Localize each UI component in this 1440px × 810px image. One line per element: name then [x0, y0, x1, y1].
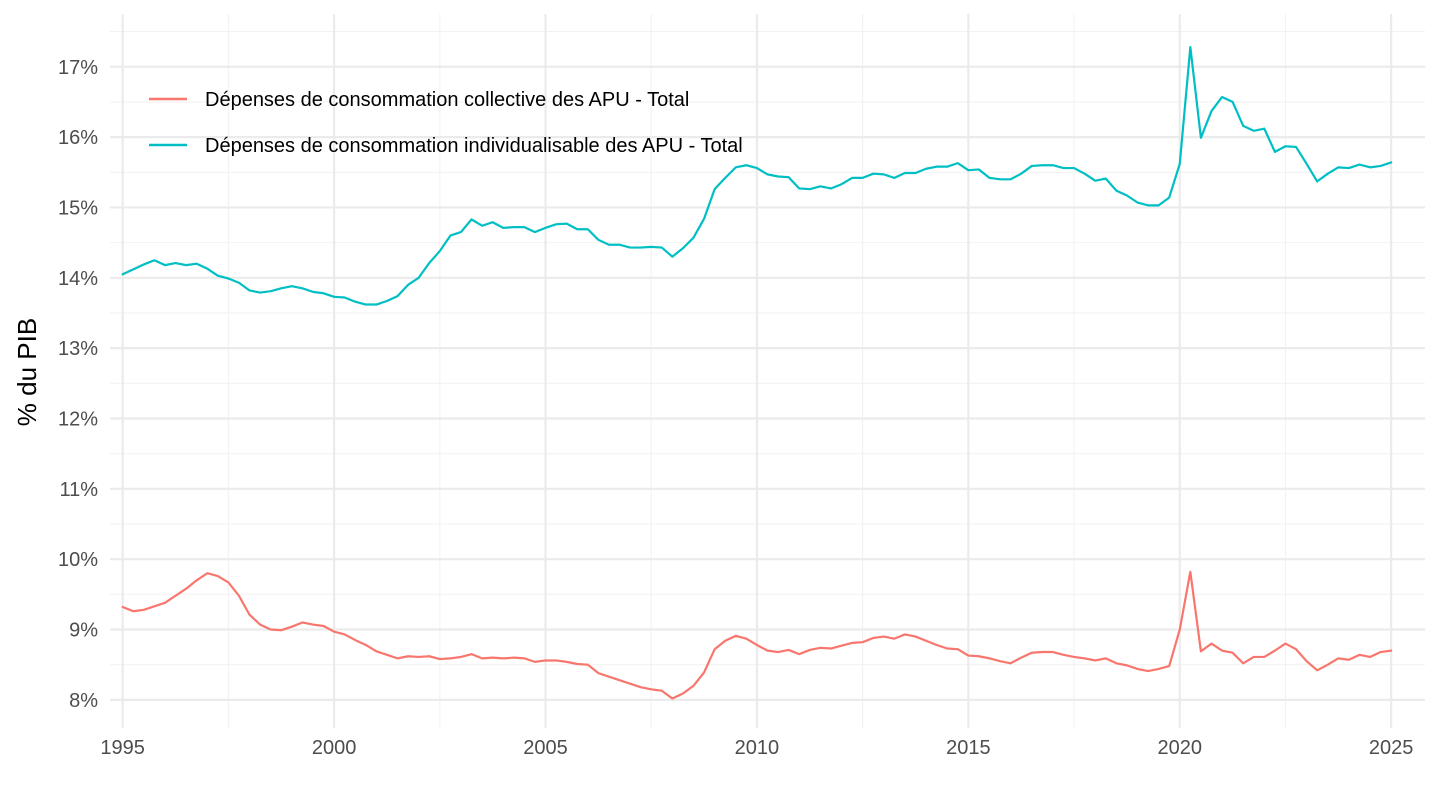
- series-line-1: [121, 570, 1393, 700]
- x-tick-label: 2025: [1369, 737, 1414, 759]
- y-tick-label: 15%: [58, 197, 98, 219]
- x-tick-label: 2010: [735, 737, 780, 759]
- y-tick-label: 8%: [69, 690, 98, 712]
- minor-gridlines: [110, 14, 1425, 728]
- y-tick-label: 16%: [58, 127, 98, 149]
- x-tick-label: 2005: [523, 737, 568, 759]
- x-axis-tick-labels: 1995 2000 2005 2010 2015 2020 2025: [100, 737, 1413, 759]
- legend: Dépenses de consommation collective des …: [149, 89, 743, 157]
- y-tick-label: 13%: [58, 338, 98, 360]
- y-tick-label: 10%: [58, 549, 98, 571]
- y-tick-label: 17%: [58, 57, 98, 79]
- y-axis-title: % du PIB: [12, 318, 42, 426]
- legend-label-2: Dépenses de consommation individualisabl…: [205, 135, 743, 157]
- series-layer: [121, 45, 1393, 700]
- y-tick-label: 12%: [58, 408, 98, 430]
- y-tick-label: 11%: [59, 479, 98, 501]
- x-tick-label: 2020: [1158, 737, 1203, 759]
- y-tick-label: 14%: [58, 268, 98, 290]
- x-tick-label: 2015: [946, 737, 991, 759]
- major-gridlines: [110, 14, 1425, 728]
- y-axis-tick-labels: 8% 9% 10% 11% 12% 13% 14% 15% 16% 17%: [58, 57, 98, 712]
- x-tick-label: 1995: [100, 737, 145, 759]
- y-tick-label: 9%: [69, 620, 98, 642]
- x-tick-label: 2000: [312, 737, 357, 759]
- legend-label-1: Dépenses de consommation collective des …: [205, 89, 689, 111]
- series-line-2: [121, 45, 1393, 306]
